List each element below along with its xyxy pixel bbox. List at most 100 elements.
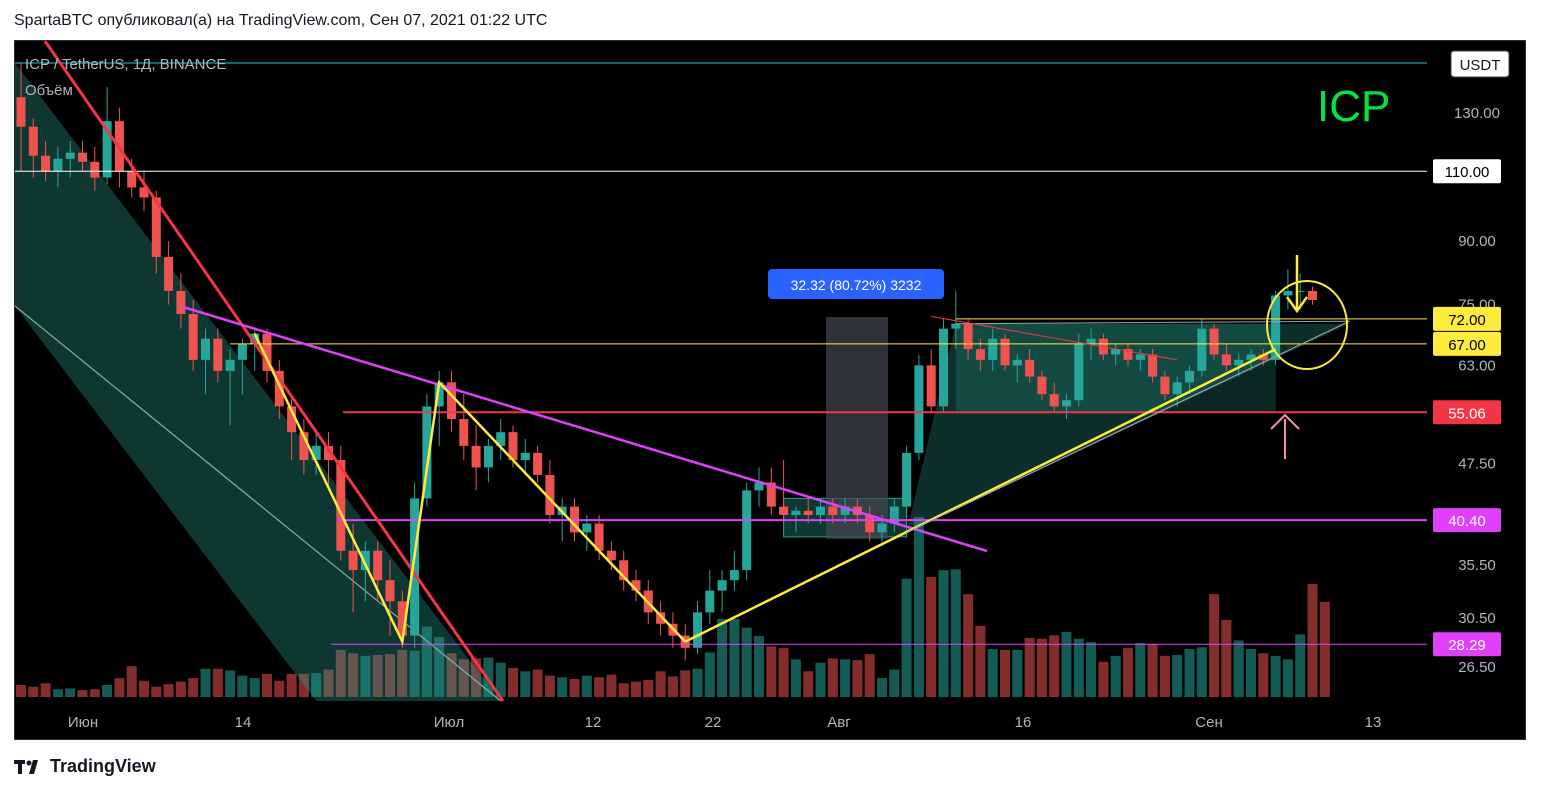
volume-bar (815, 662, 826, 697)
volume-bars (16, 517, 1330, 697)
candle-body (1221, 354, 1231, 366)
candle-body (939, 328, 948, 407)
candles (16, 63, 1317, 661)
range-fill (955, 323, 1276, 413)
magenta-trendline (182, 305, 988, 553)
volume-bar (1086, 642, 1097, 697)
volume-bar (409, 650, 420, 697)
volume-bar (1073, 638, 1084, 697)
volume-bar (421, 626, 432, 697)
volume-bar (249, 678, 260, 697)
volume-bar (188, 678, 199, 697)
time-tick-label: 12 (585, 714, 602, 731)
volume-bar (1282, 659, 1293, 697)
tradingview-logo-icon (14, 759, 38, 774)
candle-body (459, 419, 469, 446)
candle-body (717, 580, 727, 591)
price-tag-label: 110.00 (1445, 164, 1490, 181)
candle-body (176, 290, 186, 315)
price-chart[interactable]: 130.0090.0075.0063.0047.5035.5030.5026.5… (15, 41, 1526, 740)
volume-bar (311, 673, 322, 697)
candle-body (1271, 295, 1281, 360)
volume-bar (963, 594, 974, 697)
currency-box[interactable] (1450, 50, 1510, 78)
volume-bar (1246, 649, 1256, 697)
volume-bar (360, 655, 371, 697)
price-tick-label: 130.00 (1454, 105, 1500, 122)
candle-body (311, 445, 321, 461)
volume-bar (667, 676, 678, 697)
candle-body (1308, 290, 1317, 300)
symbol-line: ICP / TetherUS, 1Д, BINANCE (25, 56, 226, 73)
volume-label: Объём (25, 82, 73, 99)
volume-bar (471, 658, 482, 697)
volume-bar (1159, 655, 1170, 697)
volume-bar (631, 681, 641, 697)
candle-body (336, 460, 346, 551)
volume-bar (114, 678, 125, 697)
volume-bar (741, 627, 752, 697)
yellow-zigzag (253, 333, 687, 646)
candle-body (705, 590, 715, 613)
price-tag-box (1433, 306, 1501, 331)
volume-bar (126, 666, 137, 697)
volume-bar (1172, 655, 1183, 697)
candle-body (656, 612, 666, 624)
candle-body (250, 333, 260, 344)
axes: 130.0090.0075.0063.0047.5035.5030.5026.5… (68, 105, 1501, 731)
volume-bar (65, 688, 76, 697)
volume-bar (1135, 643, 1146, 697)
candle-body (188, 314, 198, 360)
candle-body (963, 323, 973, 350)
candle-body (139, 187, 149, 198)
candle-body (90, 161, 100, 178)
thin-red-descending-line (931, 315, 1178, 361)
volume-bar (200, 668, 211, 697)
time-tick-label: 13 (1365, 714, 1382, 731)
currency-label[interactable]: USDT (1460, 57, 1501, 74)
candle-body (865, 514, 875, 533)
candle-body (631, 580, 641, 591)
price-tick-label: 26.50 (1458, 659, 1496, 676)
volume-bar (139, 680, 149, 697)
candle-body (127, 171, 137, 188)
volume-bar (102, 685, 113, 697)
candle-body (693, 612, 702, 648)
candle-body (201, 338, 210, 360)
candle-body (324, 445, 333, 461)
volume-bar (803, 671, 814, 697)
volume-bar (1024, 637, 1035, 697)
candle-body (1148, 354, 1158, 377)
triangle-upper-edge (955, 320, 1350, 325)
time-tick-label: Авг (827, 714, 851, 731)
volume-bar (1196, 647, 1207, 697)
candle-body (1209, 328, 1219, 355)
price-tick-label: 30.50 (1458, 610, 1496, 627)
volume-bar (569, 679, 580, 697)
volume-bar (1270, 655, 1281, 697)
candle-body (373, 550, 383, 581)
volume-bar (1110, 655, 1121, 697)
candle-body (397, 601, 407, 636)
volume-bar (754, 636, 764, 697)
volume-bar (520, 671, 531, 697)
candle-body (1025, 359, 1035, 377)
volume-bar (1049, 635, 1060, 697)
volume-bar (987, 649, 998, 697)
time-tick-label: 22 (705, 714, 722, 731)
volume-bar (372, 655, 383, 697)
candle-body (1295, 290, 1305, 292)
volume-bar (28, 686, 39, 697)
candle-body (975, 349, 985, 360)
volume-bar (852, 660, 863, 697)
volume-bar (655, 671, 666, 697)
volume-bar (1295, 634, 1306, 697)
candle-body (1000, 338, 1010, 366)
candle-body (926, 365, 936, 407)
volume-bar (643, 679, 654, 697)
chart-panel[interactable]: 130.00 90.00 75.00 63.00 47.50 35.50 30.50 26.5… (14, 40, 1526, 740)
candle-body (225, 359, 235, 371)
candle-body (1037, 376, 1047, 395)
volume-bar (1036, 638, 1047, 697)
volume-bar (1209, 594, 1220, 697)
